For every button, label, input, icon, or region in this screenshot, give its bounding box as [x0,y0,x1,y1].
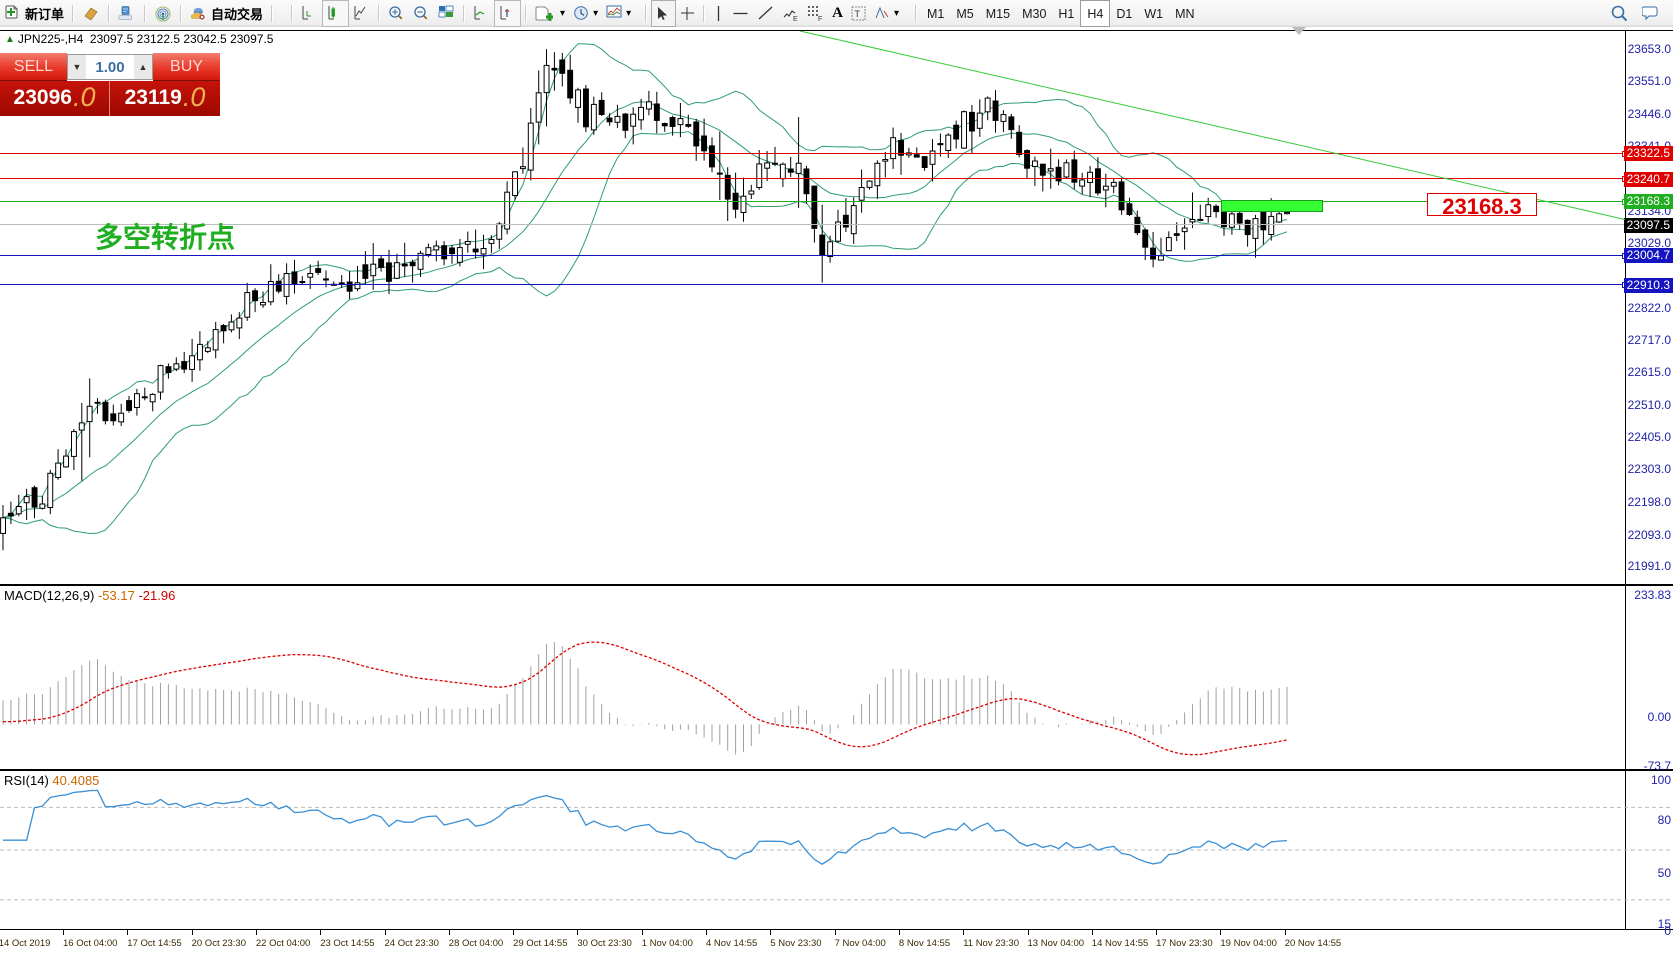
svg-text:T: T [854,9,860,19]
svg-text:E: E [793,16,798,22]
svg-text:F: F [818,16,822,22]
